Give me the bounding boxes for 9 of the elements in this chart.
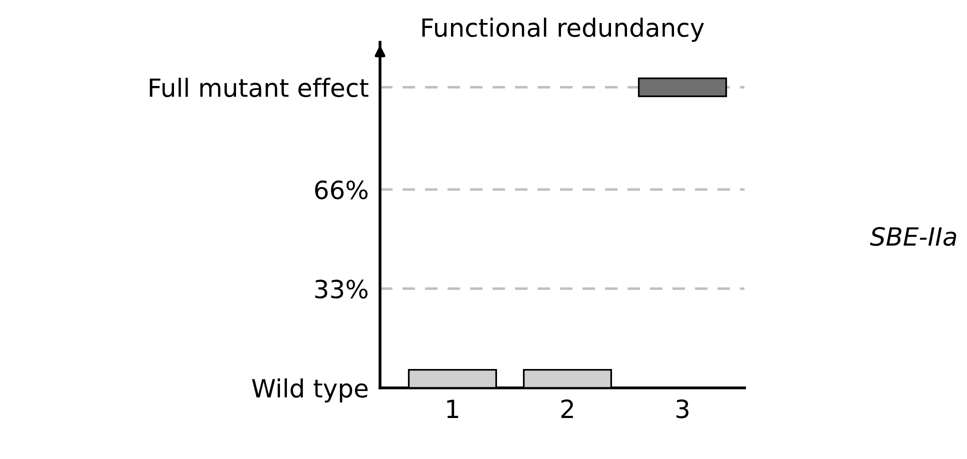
text: SBE-IIa [870, 227, 956, 246]
x-tick-label: 2 [561, 399, 573, 418]
y-tick-label: Full mutant effect [150, 78, 368, 98]
x-tick-label: 1 [447, 400, 458, 418]
y-tick-label: Wild type [252, 378, 368, 403]
y-tick-label: 33% [315, 280, 368, 299]
chart-title: Functional redundancy [422, 18, 704, 42]
x-tick-label: 3 [676, 399, 688, 418]
y-tick-label: 66% [315, 180, 368, 200]
